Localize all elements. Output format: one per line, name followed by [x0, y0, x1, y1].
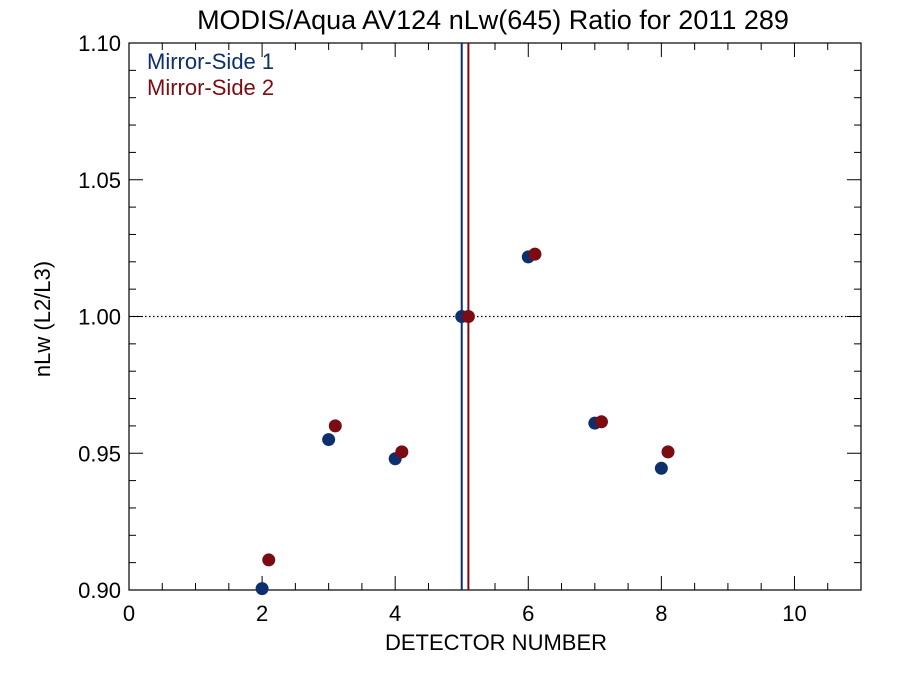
y-tick-label: 1.10: [78, 31, 121, 56]
plot-area: 0 2 4 6 8 10 0.90 0.95 1.00 1.05 1.10: [78, 31, 862, 626]
x-tick-label: 4: [389, 601, 401, 626]
y-tick-label: 1.00: [78, 305, 121, 330]
x-tick-label: 10: [782, 601, 806, 626]
y-tick-label: 1.05: [78, 168, 121, 193]
legend-entry-1: Mirror-Side 1: [147, 49, 274, 74]
plot-frame: [128, 42, 862, 591]
data-point-series-1: [255, 582, 269, 596]
y-tick-label: 0.90: [78, 578, 121, 603]
data-point-series-2: [461, 310, 475, 323]
chart-title: MODIS/Aqua AV124 nLw(645) Ratio for 2011…: [197, 5, 789, 35]
data-point-series-2: [262, 553, 276, 567]
x-tick-label: 6: [522, 601, 534, 626]
data-point-series-2: [528, 247, 542, 261]
y-axis-label: nLw (L2/L3): [30, 261, 55, 377]
data-point-series-1: [654, 461, 668, 475]
x-tick-label: 2: [256, 601, 268, 626]
x-axis-label: DETECTOR NUMBER: [385, 630, 607, 655]
data-point-series-2: [328, 419, 342, 433]
x-tick-label: 8: [655, 601, 667, 626]
data-point-series-2: [594, 415, 608, 429]
data-point-series-2: [661, 445, 675, 459]
x-tick-label: 0: [123, 601, 135, 626]
data-point-series-1: [322, 433, 336, 447]
data-point-series-2: [395, 445, 409, 459]
legend-entry-2: Mirror-Side 2: [147, 75, 274, 100]
y-tick-label: 0.95: [78, 441, 121, 466]
